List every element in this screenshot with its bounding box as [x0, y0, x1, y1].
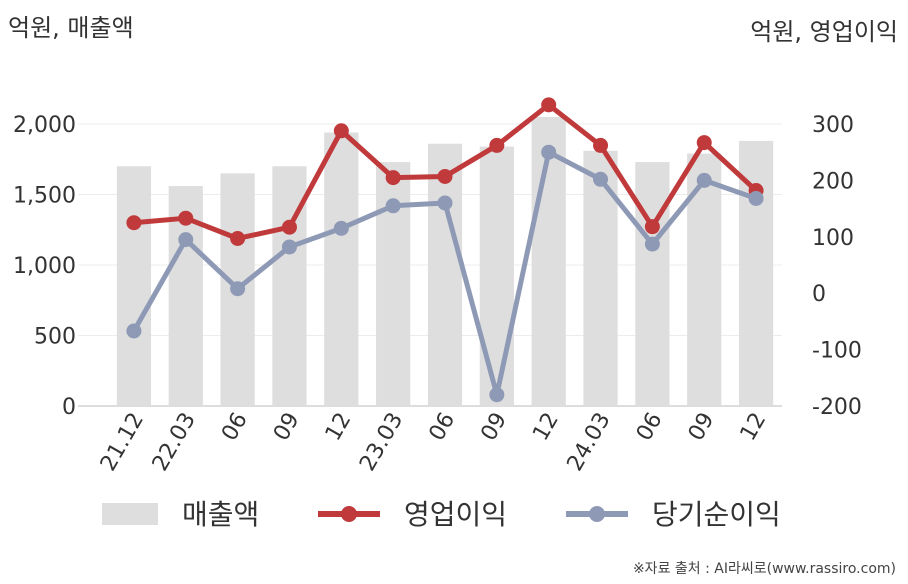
left-tick-label: 500 — [34, 325, 76, 350]
legend-label: 당기순이익 — [652, 498, 781, 531]
right-tick-label: 0 — [812, 282, 826, 307]
right-tick-label: 100 — [812, 226, 854, 251]
series-point — [489, 387, 505, 403]
left-tick-label: 2,000 — [13, 113, 76, 138]
x-tick-label: 21.12 — [96, 409, 149, 476]
series-point — [230, 230, 246, 246]
series-point — [437, 195, 453, 211]
series-point — [541, 144, 557, 160]
x-tick-label: 23.03 — [355, 409, 408, 476]
series-point — [126, 323, 142, 339]
bar — [324, 132, 359, 406]
series-point — [593, 137, 609, 153]
bar — [531, 116, 566, 406]
source-note: ※자료 출처 : AI라씨로(www.rassiro.com) — [633, 561, 896, 577]
x-tick-label: 12 — [528, 409, 564, 446]
series-point — [541, 97, 557, 113]
series-point — [178, 232, 194, 248]
bar — [116, 166, 152, 406]
right-tick-label: 300 — [812, 113, 854, 138]
legend-label: 영업이익 — [404, 498, 507, 531]
series-point — [644, 236, 660, 252]
left-tick-label: 1,000 — [13, 254, 76, 279]
right-tick-label: -100 — [812, 339, 862, 364]
x-tick-label: 12 — [321, 409, 357, 446]
legend-swatch — [102, 503, 158, 525]
bar — [635, 162, 670, 406]
legend-marker — [341, 506, 357, 522]
bar — [427, 143, 463, 407]
x-tick-label: 22.03 — [148, 409, 201, 476]
legend-marker — [589, 506, 605, 522]
right-tick-label: -200 — [812, 395, 862, 420]
bar — [583, 150, 618, 406]
series-point — [593, 171, 609, 187]
x-tick-label: 12 — [736, 409, 772, 446]
series-point — [385, 198, 401, 214]
series-point — [748, 190, 764, 206]
legend-label: 매출액 — [182, 498, 259, 531]
series-point — [385, 170, 401, 186]
right-axis-unit: 억원, 영업이익 — [750, 18, 898, 46]
x-tick-label: 06 — [632, 409, 668, 446]
x-tick-label: 09 — [684, 409, 720, 446]
x-tick-label: 09 — [476, 409, 512, 446]
right-tick-label: 200 — [812, 169, 854, 194]
series-point — [281, 219, 297, 235]
series-point — [696, 172, 712, 188]
bar-series — [116, 116, 774, 407]
right-axis: -200 -100 0 100 200 300 — [812, 113, 862, 420]
series-point — [178, 210, 194, 226]
left-tick-label: 1,500 — [13, 184, 76, 209]
left-tick-label: 0 — [62, 395, 76, 420]
bar — [479, 146, 514, 406]
x-tick-label: 06 — [425, 409, 461, 446]
left-axis-unit: 억원, 매출액 — [8, 14, 134, 42]
series-point — [696, 135, 712, 151]
series-point — [281, 239, 297, 255]
x-tick-label: 24.03 — [563, 409, 616, 476]
series-point — [230, 281, 246, 297]
series-point — [489, 137, 505, 153]
series-point — [333, 220, 349, 236]
series-point — [437, 168, 453, 184]
line-series — [126, 97, 764, 403]
legend: 매출액 영업이익 당기순이익 — [102, 498, 781, 531]
x-tick-label: 06 — [217, 409, 253, 446]
series-point — [126, 215, 142, 231]
x-tick-label: 09 — [269, 409, 305, 446]
series-point — [333, 123, 349, 139]
series-point — [644, 219, 660, 235]
left-axis: 0 500 1,000 1,500 2,000 — [13, 113, 76, 420]
